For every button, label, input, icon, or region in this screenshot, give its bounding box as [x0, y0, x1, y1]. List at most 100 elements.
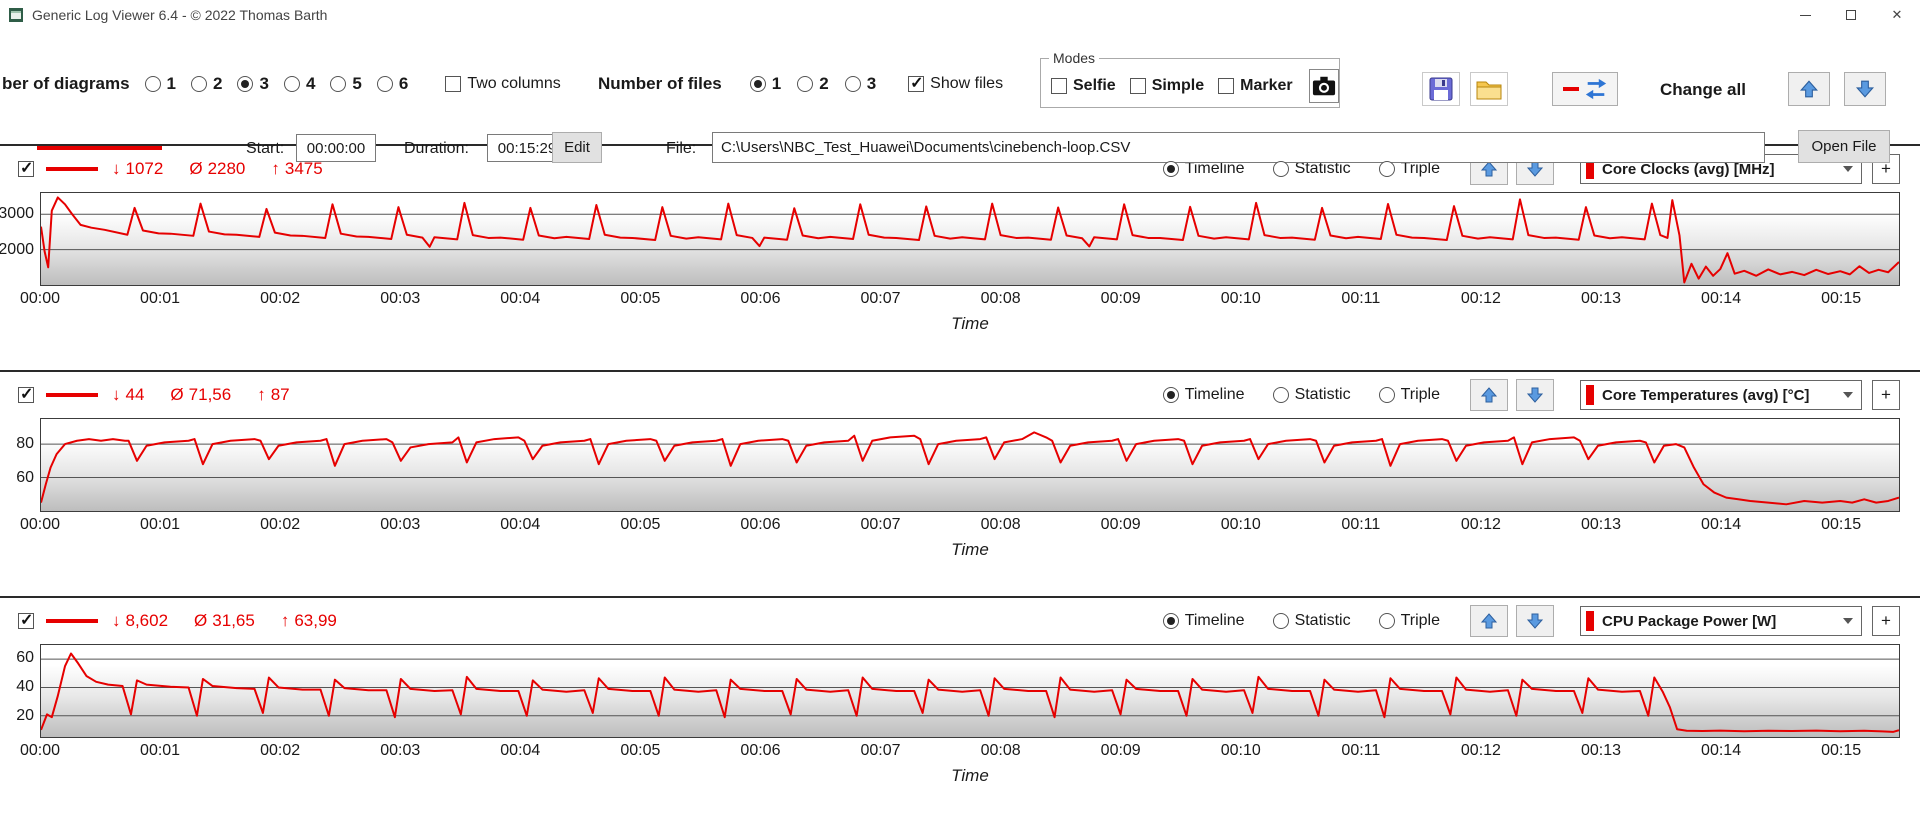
channel-dropdown[interactable]: CPU Package Power [W]: [1580, 606, 1862, 636]
x-tick-label: 00:03: [380, 290, 421, 307]
max-stat: ↑ 87: [257, 385, 290, 404]
max-icon: ↑: [257, 385, 266, 404]
move-up-button[interactable]: [1470, 605, 1508, 637]
diagrams-radio-6[interactable]: 6: [376, 74, 408, 94]
triple-radio[interactable]: Triple: [1378, 612, 1440, 630]
x-tick-label: 00:11: [1341, 290, 1381, 307]
diagrams-radio-5[interactable]: 5: [330, 74, 362, 94]
chart-line: [41, 432, 1899, 504]
files-radio-1[interactable]: 1: [749, 74, 781, 94]
x-tick-label: 00:13: [1580, 742, 1622, 759]
save-button[interactable]: [1422, 72, 1460, 106]
chart-plot-area[interactable]: [40, 644, 1900, 738]
selfie-checkbox[interactable]: Selfie: [1051, 77, 1116, 95]
files-radio-2[interactable]: 2: [797, 74, 829, 94]
two-columns-checkbox[interactable]: Two columns: [445, 75, 561, 93]
series-legend-line: [46, 619, 98, 623]
channel-dropdown[interactable]: Core Temperatures (avg) [°C]: [1580, 380, 1862, 410]
radio-icon: [1272, 161, 1289, 177]
minimize-button[interactable]: [1782, 0, 1828, 30]
radio-icon: [1378, 161, 1395, 177]
show-files-checkbox[interactable]: Show files: [908, 73, 1003, 93]
red-line-icon: [1562, 87, 1579, 91]
screenshot-button[interactable]: [1308, 69, 1339, 103]
marker-checkbox[interactable]: Marker: [1218, 77, 1293, 95]
radio-icon: [1272, 613, 1289, 629]
close-button[interactable]: ✕: [1874, 0, 1920, 30]
x-tick-label: 00:12: [1460, 742, 1501, 759]
x-axis-labels: 00:00 00:01 00:02 00:03 00:04 00:05 00:06 00:07…: [20, 290, 1900, 312]
start-input[interactable]: 00:00:00: [296, 134, 376, 162]
triple-radio[interactable]: Triple: [1378, 160, 1440, 178]
diagrams-radio-4[interactable]: 4: [283, 74, 315, 94]
file-legend-line: [37, 146, 162, 150]
move-up-button[interactable]: [1470, 379, 1508, 411]
x-tick-label: 00:01: [140, 742, 181, 759]
down-arrow-icon: [1526, 387, 1544, 403]
simple-checkbox[interactable]: Simple: [1129, 77, 1204, 95]
avg-stat: Ø 31,65: [194, 611, 255, 630]
timeline-radio[interactable]: Timeline: [1162, 160, 1245, 178]
x-tick-label: 00:09: [1100, 742, 1141, 759]
triple-radio[interactable]: Triple: [1378, 386, 1440, 404]
up-arrow-icon: [1799, 80, 1819, 98]
x-tick-label: 00:14: [1701, 516, 1742, 533]
files-radio-3[interactable]: 3: [844, 74, 876, 94]
y-tick-label: 60: [16, 468, 34, 486]
camera-icon: [1312, 76, 1335, 96]
x-tick-label: 00:06: [740, 516, 781, 533]
timeline-radio[interactable]: Timeline: [1162, 612, 1245, 630]
change-all-up-button[interactable]: [1788, 72, 1830, 106]
radio-icon: [283, 76, 300, 92]
min-icon: ↓: [112, 611, 121, 630]
checkbox-icon: [1218, 78, 1235, 94]
x-tick-label: 00:08: [980, 516, 1021, 533]
chart-plot-area[interactable]: [40, 192, 1900, 286]
modes-group: Modes Selfie Simple Marker: [1040, 50, 1340, 108]
chart-core-clocks: [41, 193, 1899, 285]
series-legend-line: [46, 167, 98, 171]
avg-icon: Ø: [189, 159, 203, 178]
x-tick-label: 00:04: [500, 742, 541, 759]
panel-enabled-checkbox[interactable]: [18, 158, 34, 178]
chart-plot-area[interactable]: [40, 418, 1900, 512]
swap-arrows-icon: [1585, 78, 1606, 100]
file-path-input[interactable]: C:\Users\NBC_Test_Huawei\Documents\cineb…: [712, 132, 1765, 163]
refresh-button[interactable]: [1552, 72, 1618, 106]
panel-enabled-checkbox[interactable]: [18, 384, 34, 404]
x-tick-label: 00:07: [860, 290, 901, 307]
move-down-button[interactable]: [1516, 605, 1554, 637]
save-icon: [1429, 77, 1453, 101]
y-tick-label: 60: [16, 649, 34, 667]
up-arrow-icon: [1480, 387, 1498, 403]
statistic-radio[interactable]: Statistic: [1272, 160, 1351, 178]
panel-enabled-checkbox[interactable]: [18, 610, 34, 630]
edit-button[interactable]: Edit: [552, 132, 602, 163]
radio-selected-icon: [237, 76, 254, 92]
channel-color-swatch: [1586, 385, 1594, 405]
open-folder-button[interactable]: [1470, 72, 1508, 106]
chevron-down-icon: [1843, 392, 1853, 398]
x-tick-label: 00:15: [1821, 290, 1862, 307]
diagrams-radio-1[interactable]: 1: [144, 74, 176, 94]
diagrams-radio-3[interactable]: 3: [237, 74, 269, 94]
open-file-button[interactable]: Open File: [1798, 130, 1890, 163]
add-channel-button[interactable]: +: [1872, 606, 1900, 636]
statistic-radio[interactable]: Statistic: [1272, 612, 1351, 630]
title-bar: Generic Log Viewer 6.4 - © 2022 Thomas B…: [0, 0, 1920, 30]
statistic-radio[interactable]: Statistic: [1272, 386, 1351, 404]
radio-icon: [191, 76, 208, 92]
move-down-button[interactable]: [1516, 379, 1554, 411]
checkbox-icon: [445, 76, 462, 92]
x-tick-label: 00:05: [620, 516, 661, 533]
down-arrow-icon: [1526, 613, 1544, 629]
change-all-down-button[interactable]: [1844, 72, 1886, 106]
radio-icon: [1378, 387, 1395, 403]
chart-line: [41, 197, 1899, 282]
diagrams-radio-2[interactable]: 2: [191, 74, 222, 94]
timeline-radio[interactable]: Timeline: [1162, 386, 1245, 404]
chart-core-temperatures: [41, 419, 1899, 511]
radio-icon: [844, 76, 861, 92]
maximize-button[interactable]: [1828, 0, 1874, 30]
add-channel-button[interactable]: +: [1872, 380, 1900, 410]
